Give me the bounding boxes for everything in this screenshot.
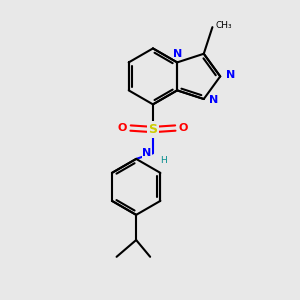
- Text: S: S: [148, 123, 158, 136]
- Text: N: N: [226, 70, 235, 80]
- Text: H: H: [160, 156, 167, 165]
- Text: N: N: [142, 148, 152, 158]
- Text: N: N: [209, 95, 218, 106]
- Text: O: O: [118, 123, 127, 133]
- Text: O: O: [179, 123, 188, 133]
- Text: CH₃: CH₃: [216, 21, 232, 30]
- Text: N: N: [173, 49, 183, 59]
